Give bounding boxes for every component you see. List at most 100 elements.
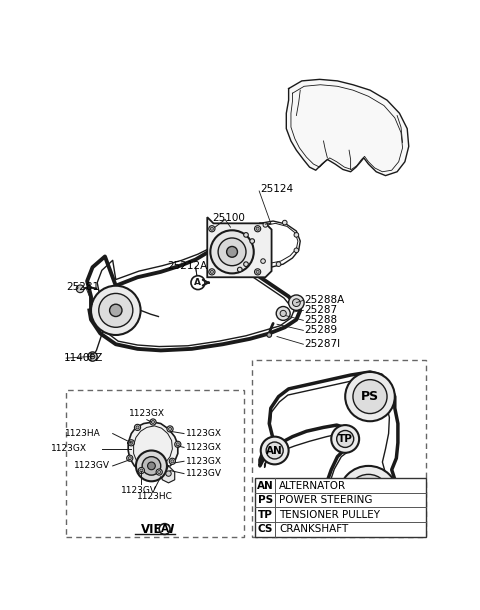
Text: 1123GX: 1123GX — [186, 443, 222, 452]
Text: 25100: 25100 — [212, 213, 245, 223]
Circle shape — [336, 431, 354, 447]
Circle shape — [261, 437, 288, 464]
Circle shape — [250, 239, 254, 243]
Circle shape — [227, 246, 238, 257]
Circle shape — [339, 466, 398, 525]
Circle shape — [130, 441, 133, 444]
Circle shape — [168, 428, 172, 431]
Text: TENSIONER PULLEY: TENSIONER PULLEY — [279, 510, 380, 520]
Circle shape — [254, 226, 261, 232]
Circle shape — [244, 262, 248, 267]
Text: 25288: 25288 — [304, 315, 337, 325]
Circle shape — [136, 426, 139, 429]
Text: 25287: 25287 — [304, 306, 337, 315]
Circle shape — [109, 304, 122, 317]
Polygon shape — [128, 422, 178, 473]
Text: 1123HC: 1123HC — [137, 492, 172, 501]
Text: AN: AN — [257, 481, 274, 490]
Text: TP: TP — [258, 510, 273, 520]
Text: CS: CS — [258, 525, 273, 534]
Text: 1140FZ: 1140FZ — [64, 353, 103, 363]
Circle shape — [263, 223, 268, 227]
Circle shape — [128, 440, 134, 446]
Circle shape — [280, 310, 286, 317]
Circle shape — [256, 270, 259, 273]
FancyBboxPatch shape — [66, 390, 244, 537]
Text: 1123GX: 1123GX — [186, 457, 222, 466]
Circle shape — [331, 425, 359, 453]
Circle shape — [254, 269, 261, 275]
Circle shape — [267, 332, 272, 337]
Circle shape — [209, 269, 215, 275]
Polygon shape — [286, 79, 409, 176]
Circle shape — [176, 443, 180, 446]
Circle shape — [157, 470, 161, 473]
Circle shape — [294, 232, 299, 237]
Circle shape — [136, 451, 167, 481]
Circle shape — [244, 232, 248, 237]
Circle shape — [210, 231, 254, 273]
Circle shape — [150, 419, 156, 425]
Polygon shape — [161, 466, 175, 483]
Circle shape — [276, 262, 281, 267]
Text: A: A — [194, 278, 202, 287]
Text: PS: PS — [258, 495, 273, 505]
FancyBboxPatch shape — [255, 478, 426, 537]
Circle shape — [210, 270, 214, 273]
Text: A: A — [161, 524, 168, 534]
Circle shape — [90, 354, 95, 359]
Circle shape — [238, 267, 242, 272]
Circle shape — [288, 295, 304, 310]
Text: 25212A: 25212A — [167, 260, 207, 271]
Text: 25288A: 25288A — [304, 295, 344, 306]
Text: 1123GV: 1123GV — [121, 486, 157, 495]
Circle shape — [171, 460, 174, 463]
Text: 1123GX: 1123GX — [186, 429, 222, 438]
Circle shape — [261, 259, 265, 264]
Text: AN: AN — [266, 445, 283, 456]
Circle shape — [140, 469, 143, 472]
Circle shape — [175, 441, 181, 447]
Circle shape — [282, 220, 287, 225]
Text: 25287I: 25287I — [304, 339, 340, 350]
Circle shape — [218, 238, 246, 266]
Text: 25281: 25281 — [66, 282, 99, 292]
Circle shape — [169, 458, 176, 464]
Text: 1123GV: 1123GV — [74, 461, 110, 470]
Text: CS: CS — [359, 489, 378, 501]
Text: 1123GX: 1123GX — [51, 445, 87, 453]
Text: CRANKSHAFT: CRANKSHAFT — [279, 525, 348, 534]
Text: VIEW: VIEW — [142, 523, 176, 536]
Polygon shape — [207, 217, 272, 278]
FancyBboxPatch shape — [252, 360, 426, 537]
Circle shape — [292, 299, 300, 306]
Circle shape — [276, 306, 290, 320]
Circle shape — [210, 227, 214, 231]
Text: TP: TP — [338, 434, 353, 444]
Circle shape — [138, 467, 144, 473]
Text: 1123GX: 1123GX — [129, 409, 165, 418]
Text: 1123GV: 1123GV — [186, 469, 222, 478]
Circle shape — [348, 475, 389, 516]
Circle shape — [152, 420, 155, 423]
Text: POWER STEERING: POWER STEERING — [279, 495, 373, 505]
Circle shape — [167, 426, 173, 432]
Circle shape — [345, 372, 395, 422]
Circle shape — [209, 226, 215, 232]
Circle shape — [88, 352, 97, 361]
Circle shape — [166, 471, 171, 476]
Text: 1123HA: 1123HA — [64, 429, 100, 438]
Circle shape — [266, 442, 283, 459]
Circle shape — [353, 379, 387, 414]
Circle shape — [134, 425, 141, 431]
Circle shape — [76, 285, 84, 293]
Text: PS: PS — [361, 390, 379, 403]
Circle shape — [127, 455, 133, 461]
Circle shape — [256, 227, 259, 231]
Circle shape — [91, 285, 141, 335]
Circle shape — [156, 469, 162, 475]
Circle shape — [128, 457, 132, 460]
Circle shape — [159, 523, 170, 534]
Text: ALTERNATOR: ALTERNATOR — [279, 481, 347, 490]
Circle shape — [147, 462, 156, 470]
